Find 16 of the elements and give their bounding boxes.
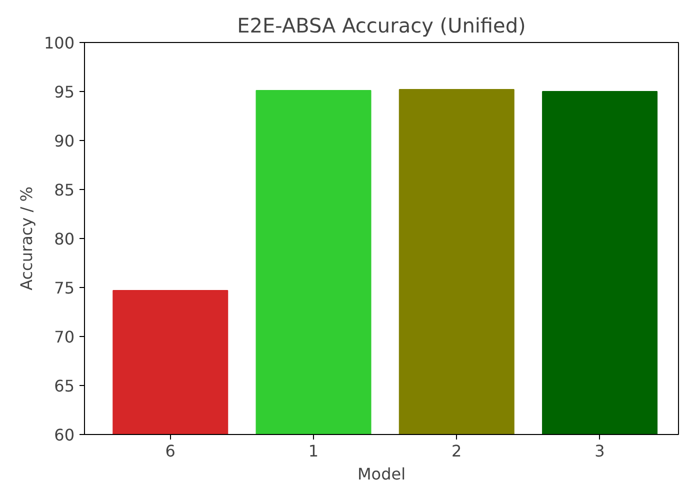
y-tick-label: 70	[54, 328, 74, 346]
y-tick-label: 90	[54, 132, 74, 150]
chart-title: E2E-ABSA Accuracy (Unified)	[237, 14, 526, 38]
x-tick-label: 3	[594, 442, 605, 460]
y-tick-label: 85	[54, 180, 74, 200]
y-tick-label: 100	[44, 34, 75, 52]
y-tick-label: 80	[54, 230, 74, 248]
x-axis-title: Model	[357, 464, 406, 484]
x-tick-label: 6	[165, 442, 176, 460]
x-tick-label: 1	[308, 442, 319, 460]
y-tick-label: 65	[54, 376, 74, 396]
y-tick-label: 95	[54, 82, 74, 102]
y-tick-label: 75	[54, 278, 74, 298]
y-axis-title: Accuracy / %	[16, 186, 36, 290]
y-tick-label: 60	[54, 426, 74, 444]
x-tick-label: 2	[452, 442, 462, 460]
